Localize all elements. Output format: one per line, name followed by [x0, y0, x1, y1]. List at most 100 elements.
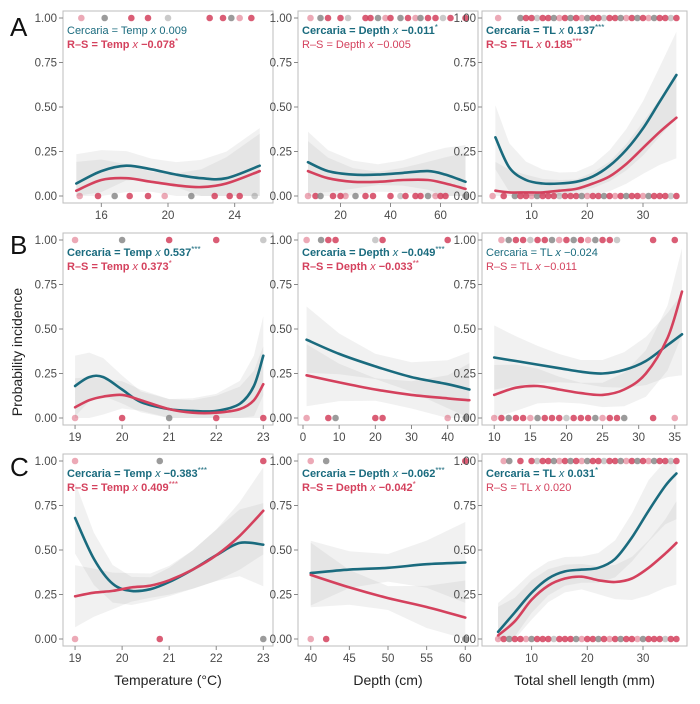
data-point-present — [541, 236, 549, 244]
data-point-absent — [188, 192, 195, 200]
data-point-present — [628, 457, 636, 465]
x-tick-label: 19 — [69, 432, 82, 444]
data-point-absent — [667, 192, 675, 200]
data-point-present — [561, 14, 569, 22]
data-point-present — [572, 14, 580, 22]
data-point-present — [206, 14, 213, 22]
data-point-absent — [600, 192, 608, 200]
y-tick-label: 1.00 — [35, 456, 57, 468]
y-tick-label: 0.00 — [270, 413, 292, 425]
cercaria-annotation: Cercaria = Depth x −0.062*** — [302, 466, 445, 480]
data-point-absent — [462, 414, 470, 422]
data-point-absent — [541, 414, 549, 422]
data-point-absent — [379, 414, 386, 422]
data-point-present — [578, 14, 586, 22]
data-point-absent — [548, 414, 556, 422]
data-point-absent — [599, 414, 606, 422]
x-tick-label: 30 — [637, 210, 650, 222]
data-point-absent — [544, 192, 552, 200]
panel-5: 0.00 0.25 0.50 0.75 1.00 0 10 20 30 40 Cercaria = … — [270, 232, 479, 444]
data-point-present — [671, 236, 679, 244]
cercaria-curve — [496, 472, 678, 634]
data-point-present — [128, 14, 135, 22]
data-point-absent — [667, 635, 675, 643]
data-point-absent — [539, 635, 547, 643]
data-point-absent — [528, 192, 535, 200]
x-tick-label: 24 — [228, 210, 241, 222]
rs-annotation: R–S = Temp x 0.373* — [67, 259, 172, 273]
rs-curve — [496, 541, 678, 637]
data-point-present — [595, 14, 602, 22]
data-point-absent — [76, 192, 83, 200]
x-tick-label: 30 — [632, 432, 645, 444]
data-point-present — [412, 14, 419, 22]
data-point-present — [599, 236, 606, 244]
data-point-present — [539, 457, 547, 465]
data-point-absent — [437, 192, 444, 200]
data-point-absent — [211, 192, 218, 200]
panel-3: 0.00 0.25 0.50 0.75 1.00 10 20 30 Cercaria = TL … — [454, 10, 688, 222]
confidence-band — [310, 542, 466, 639]
row-label-c: C — [10, 452, 29, 482]
data-point-present — [317, 236, 325, 244]
x-tick-label: 10 — [525, 653, 538, 665]
x-tick-label: 60 — [434, 210, 447, 222]
data-point-present — [417, 14, 424, 22]
data-point-absent — [656, 192, 664, 200]
data-point-absent — [584, 414, 592, 422]
data-point-absent — [634, 635, 641, 643]
data-point-absent — [212, 414, 220, 422]
data-point-present — [259, 236, 267, 244]
data-point-absent — [628, 635, 636, 643]
x-tick-label: 40 — [384, 210, 397, 222]
data-point-present — [528, 14, 535, 22]
data-point-present — [444, 236, 451, 244]
data-point-absent — [325, 414, 332, 422]
x-tick-label: 22 — [210, 432, 223, 444]
data-point-absent — [617, 192, 625, 200]
data-point-present — [522, 14, 530, 22]
data-point-absent — [563, 414, 570, 422]
data-point-present — [236, 14, 243, 22]
data-point-absent — [369, 192, 377, 200]
data-point-absent — [511, 635, 519, 643]
x-tick-label: 30 — [637, 653, 650, 665]
data-point-present — [567, 457, 574, 465]
cercaria-curve — [492, 333, 684, 375]
data-point-absent — [567, 635, 574, 643]
x-axis-title: Total shell length (mm) — [514, 672, 655, 688]
data-point-present — [563, 236, 570, 244]
data-point-absent — [577, 414, 585, 422]
x-tick-label: 0 — [300, 432, 306, 444]
cercaria-curve — [309, 561, 467, 575]
cercaria-annotation: Cercaria = TL x 0.031* — [486, 466, 598, 480]
rs-annotation: R–S = TL x 0.185*** — [486, 37, 582, 51]
x-tick-label: 10 — [333, 432, 346, 444]
data-point-present — [374, 14, 382, 22]
data-point-present — [639, 457, 647, 465]
confidence-band — [75, 316, 264, 418]
data-point-absent — [595, 635, 602, 643]
data-point-absent — [494, 635, 502, 643]
data-point-absent — [259, 635, 267, 643]
data-point-present — [71, 236, 79, 244]
data-point-absent — [329, 192, 337, 200]
data-point-absent — [592, 414, 599, 422]
data-point-present — [387, 14, 394, 22]
data-point-absent — [144, 192, 152, 200]
data-point-absent — [126, 192, 133, 200]
data-point-absent — [512, 414, 520, 422]
data-point-absent — [533, 192, 541, 200]
data-point-absent — [550, 635, 558, 643]
data-point-absent — [161, 192, 168, 200]
x-tick-label: 20 — [116, 432, 129, 444]
data-point-absent — [589, 192, 597, 200]
y-tick-label: 0.00 — [35, 191, 57, 203]
data-point-absent — [617, 635, 625, 643]
data-point-absent — [517, 192, 524, 200]
data-point-absent — [304, 192, 312, 200]
cercaria-curve — [305, 338, 471, 391]
y-tick-label: 1.00 — [454, 235, 476, 247]
data-point-absent — [165, 414, 173, 422]
y-tick-label: 0.25 — [35, 590, 57, 602]
